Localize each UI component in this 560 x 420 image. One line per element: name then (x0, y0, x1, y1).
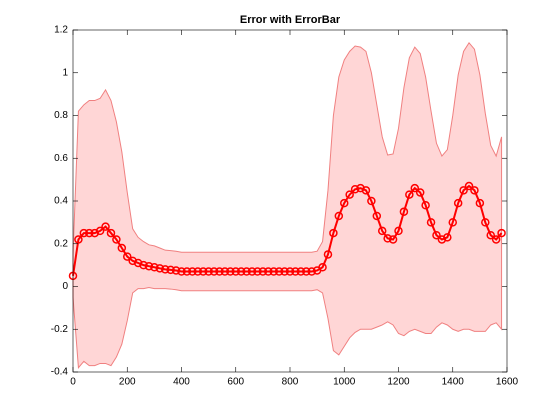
marker (226, 267, 235, 276)
marker (231, 267, 240, 276)
marker (285, 267, 295, 276)
marker (421, 201, 430, 210)
marker (74, 235, 83, 244)
marker (345, 190, 354, 199)
marker (247, 267, 257, 276)
y-tick-label: 0.8 (54, 110, 68, 121)
marker (269, 267, 278, 276)
x-tick-label: 400 (173, 377, 190, 388)
marker (117, 243, 127, 253)
marker (171, 266, 181, 275)
marker (155, 264, 165, 273)
y-tick-label: 0.4 (54, 196, 68, 207)
marker (399, 207, 409, 216)
marker (372, 211, 382, 221)
marker (470, 186, 479, 195)
x-tick-label: 200 (119, 377, 136, 388)
marker (133, 258, 143, 268)
marker (144, 261, 154, 271)
marker (182, 267, 192, 276)
marker (193, 267, 203, 276)
marker (79, 228, 89, 238)
marker (198, 267, 208, 276)
marker (415, 188, 425, 197)
marker (85, 228, 94, 238)
marker (481, 218, 490, 227)
marker (160, 265, 170, 274)
marker (291, 267, 300, 276)
marker (475, 198, 485, 208)
marker (437, 235, 447, 244)
marker (405, 190, 414, 199)
marker (318, 263, 327, 272)
marker (453, 198, 463, 208)
y-tick-label: -0.4 (51, 367, 69, 378)
x-tick-label: 1200 (387, 377, 410, 388)
chart-title: Error with ErrorBar (240, 14, 341, 26)
x-tick-label: 0 (70, 377, 76, 388)
marker (361, 186, 371, 195)
marker (329, 228, 338, 238)
marker (280, 267, 289, 276)
marker (258, 267, 268, 276)
marker (264, 267, 273, 276)
x-tick-label: 1000 (333, 377, 356, 388)
marker (95, 226, 105, 236)
x-tick-label: 600 (227, 377, 244, 388)
marker (383, 234, 392, 243)
marker (236, 267, 246, 276)
marker (323, 250, 333, 259)
error-band (72, 41, 503, 369)
marker (448, 218, 457, 227)
y-tick-label: 1.2 (54, 25, 68, 36)
marker (253, 267, 262, 276)
y-tick-label: 0 (62, 281, 68, 292)
marker (101, 222, 110, 231)
marker (302, 267, 311, 276)
marker (123, 252, 132, 261)
marker (426, 218, 436, 227)
marker (340, 198, 349, 208)
x-tick-label: 800 (282, 377, 299, 388)
y-tick-label: 0.2 (54, 238, 68, 249)
marker (334, 211, 344, 221)
marker (350, 184, 360, 194)
marker (296, 267, 306, 276)
marker (106, 228, 116, 238)
x-tick-label: 1600 (496, 377, 519, 388)
marker (367, 196, 376, 206)
marker (139, 260, 148, 270)
marker (220, 267, 230, 276)
marker (443, 233, 452, 242)
marker (188, 267, 197, 276)
marker (209, 267, 219, 276)
marker (410, 183, 420, 193)
marker (215, 267, 224, 276)
marker (90, 228, 99, 238)
marker (128, 256, 137, 266)
marker (242, 267, 251, 276)
marker (204, 267, 213, 276)
marker (150, 263, 159, 272)
marker (388, 235, 398, 244)
marker (356, 183, 365, 193)
marker (497, 228, 506, 238)
marker (459, 186, 468, 195)
marker (166, 265, 175, 275)
y-tick-label: 1 (62, 67, 68, 78)
y-tick-label: 0.6 (54, 153, 68, 164)
marker (464, 181, 474, 191)
marker (274, 267, 284, 276)
marker (486, 230, 495, 240)
marker (377, 226, 387, 236)
marker (432, 230, 441, 240)
marker (394, 226, 403, 236)
y-tick-label: -0.2 (51, 324, 69, 335)
marker (112, 235, 121, 244)
marker (177, 267, 186, 276)
marker (307, 267, 316, 276)
marker (491, 235, 501, 244)
x-tick-label: 1400 (442, 377, 465, 388)
